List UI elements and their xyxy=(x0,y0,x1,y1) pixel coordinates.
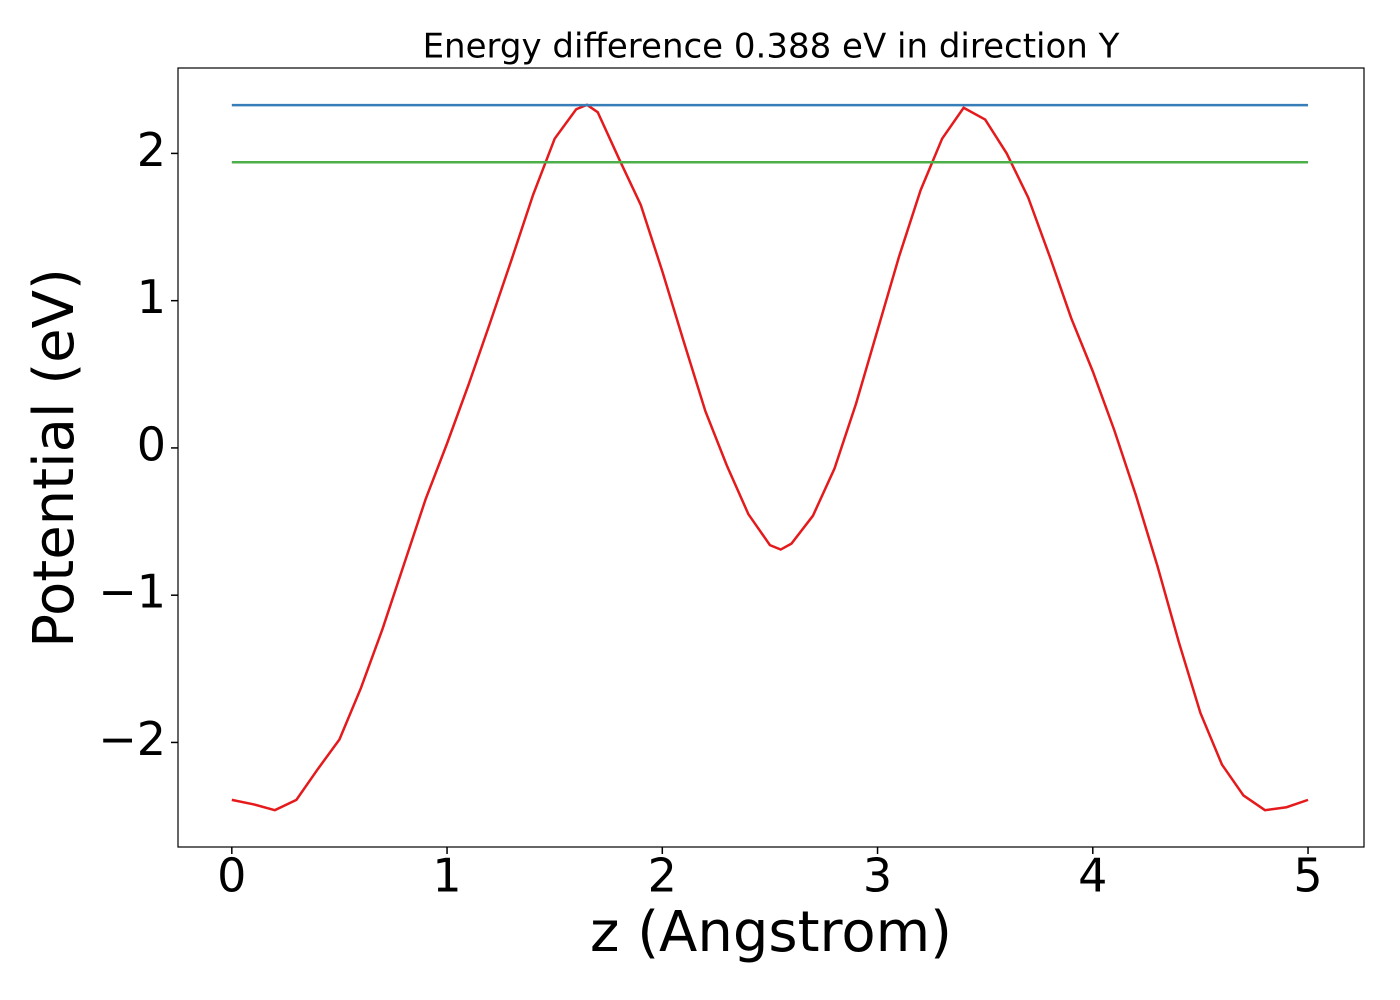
y-tick-label: 2 xyxy=(137,123,166,177)
x-tick-label: 1 xyxy=(432,849,461,903)
y-tick-label: 1 xyxy=(137,270,166,324)
y-tick-label: 0 xyxy=(137,417,166,471)
x-axis-label: z (Angstrom) xyxy=(590,900,952,965)
chart-title: Energy difference 0.388 eV in direction … xyxy=(423,27,1120,67)
x-tick-label: 0 xyxy=(217,849,246,903)
x-tick-label: 3 xyxy=(863,849,892,903)
y-axis-label: Potential (eV) xyxy=(22,268,87,648)
plot-frame xyxy=(177,67,1365,848)
x-tick-label: 2 xyxy=(648,849,677,903)
y-tick-label: −1 xyxy=(98,565,166,619)
x-tick-label: 5 xyxy=(1293,849,1322,903)
y-tick-label: −2 xyxy=(98,712,166,766)
data-line xyxy=(231,103,1309,812)
x-tick-label: 4 xyxy=(1078,849,1107,903)
